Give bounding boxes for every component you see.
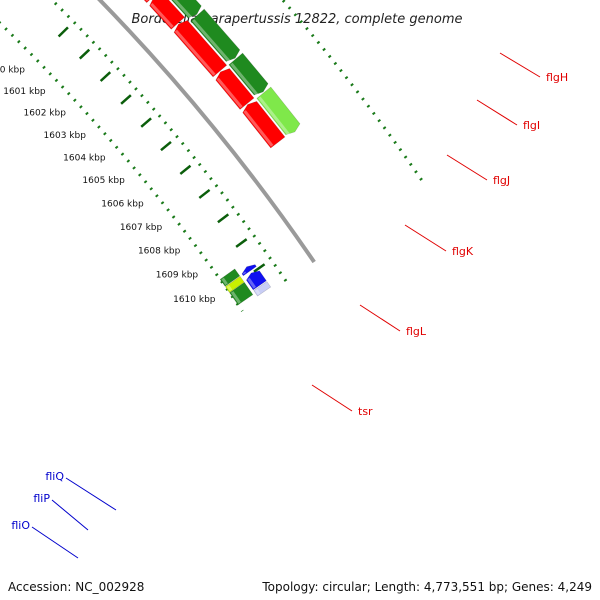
tick-mark [160,140,172,152]
gene-label-text: flgJ [493,174,510,187]
gene-fliQ-green [219,268,241,287]
dotted-guides [0,0,427,312]
tick-mark [198,188,211,199]
features [143,0,301,306]
tick-label: 1600 kbp [0,65,25,75]
gene-labels: flgH flgI flgJ flgK flgL tsr fliQ fliP fliO [11,52,568,559]
gene-fliO-green [229,282,254,306]
gene-label-text: flgI [523,119,540,132]
gene-tsr-green [256,86,301,137]
gene-flgK-red [173,20,228,78]
tick-label: 1606 kbp [101,199,144,209]
gene-flgJ-green [171,0,202,20]
tick-mark [120,94,132,105]
gene-label-text: tsr [358,405,373,418]
label-flgI: flgI [476,99,540,132]
tick-label: 1608 kbp [138,246,181,256]
backbone-circle [96,0,316,264]
tick-mark [99,71,112,82]
backbone [96,0,316,264]
gene-flgK-green [190,8,241,63]
tick-label: 1610 kbp [173,295,216,305]
gene-fliQ-blue [241,264,257,277]
label-fliQ: fliQ [45,470,117,511]
label-fliP: fliP [33,492,89,531]
gene-flgJ-red [149,0,185,30]
label-flgJ: flgJ [446,154,510,187]
gene-label-text: fliP [33,492,50,505]
gene-fliP-blue [246,270,267,291]
tick-label: 1604 kbp [63,153,106,163]
genome-summary: Topology: circular; Length: 4,773,551 bp… [262,580,592,594]
label-tsr: tsr [311,384,373,418]
accession-label: Accession: NC_002928 [8,580,145,594]
gene-label-text: flgL [406,325,427,338]
tick-label: 1602 kbp [24,109,67,119]
label-flgH: flgH [499,52,568,84]
tick-label: 1603 kbp [44,131,87,141]
tick-mark [235,238,248,248]
tick-mark [217,213,230,224]
tick-mark [253,263,266,273]
tick-mark [57,26,69,38]
gene-flgL-green [228,52,269,97]
gene-label-text: flgH [546,71,568,84]
label-flgK: flgK [404,224,474,258]
gene-fliP-lime [224,275,245,293]
tick-label: 1601 kbp [3,87,46,97]
gene-tsr-red [242,100,286,149]
tick-label: 1605 kbp [82,176,125,186]
gene-label-text: fliQ [45,470,64,483]
gene-label-text: flgK [452,245,474,258]
tick-label: 1609 kbp [156,270,199,280]
gene-fliO-blue [253,281,272,297]
gene-flgL-red [215,68,255,110]
tick-label: 1607 kbp [120,223,163,233]
label-fliO: fliO [11,519,79,559]
scale-ticks: 1600 kbp 1601 kbp 1602 kbp 1603 kbp 1604 kbp… [0,26,266,305]
tick-mark [140,117,152,128]
tick-mark [179,164,192,175]
tick-mark [78,48,91,60]
gene-label-text: fliO [11,519,30,532]
dotted-guide-0 [0,21,244,312]
label-flgL: flgL [359,304,427,338]
gene-flgI-red [143,0,150,4]
